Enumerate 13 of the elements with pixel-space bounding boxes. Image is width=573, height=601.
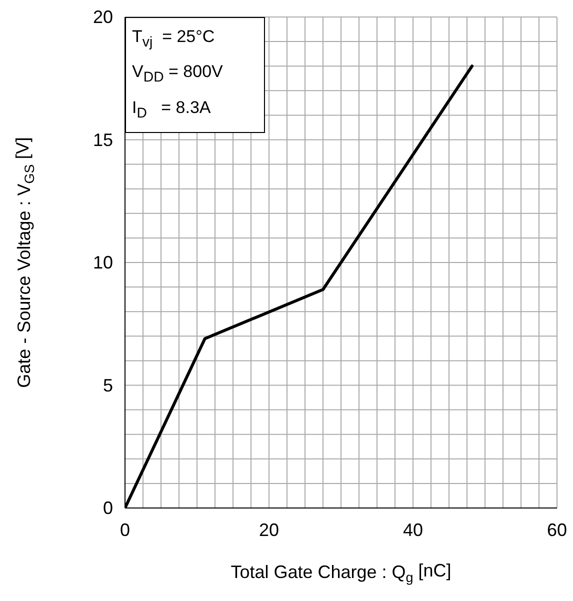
annotation: T$_{vj}$ = 25°C <box>132 26 216 52</box>
x-axis-title: Total Gate Charge : Q$_{g}$ [nC] <box>230 560 452 586</box>
annotation: I$_{D}$ = 8.3A <box>132 96 212 124</box>
x-tick-label: 60 <box>546 520 568 540</box>
x-tick-label: 40 <box>402 520 424 540</box>
y-tick-label: 20 <box>92 7 113 27</box>
y-tick-label: 0 <box>102 498 113 518</box>
x-tick-label: 20 <box>258 520 280 540</box>
y-tick-label: 5 <box>102 375 113 396</box>
x-tick-label: 0 <box>120 520 130 540</box>
y-tick-label: 15 <box>92 130 113 150</box>
y-tick-label: 10 <box>92 252 113 272</box>
annotation: V$_{DD}$ = 800V <box>132 61 224 88</box>
